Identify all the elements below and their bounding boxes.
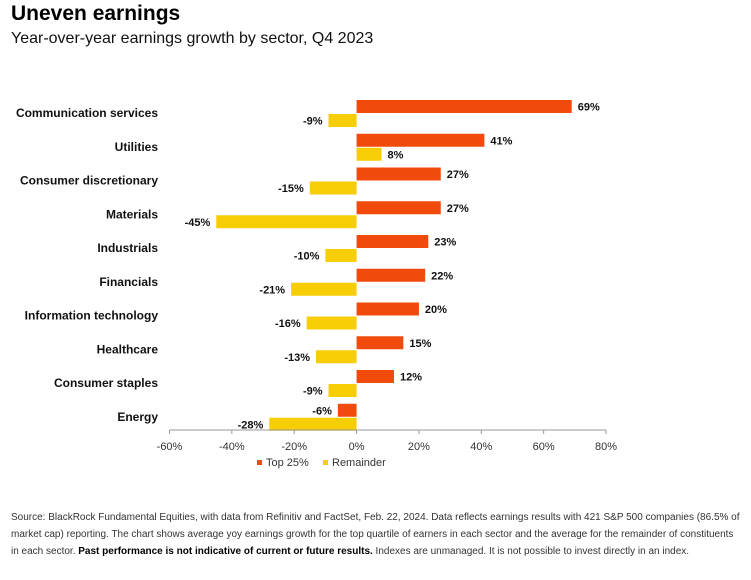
bar-remainder [291, 282, 357, 296]
category-label: Information technology [25, 309, 159, 323]
page-title: Uneven earnings [11, 2, 181, 25]
earnings-bar-chart: Communication services 69% -9% Utilities 41%… [16, 100, 617, 469]
data-label: -9% [303, 386, 323, 398]
category-label: Consumer discretionary [20, 174, 158, 188]
bar-top25 [356, 370, 394, 383]
x-tick-label: -60% [157, 441, 183, 453]
category-label: Healthcare [97, 342, 159, 356]
page-subtitle: Year-over-year earnings growth by sector… [11, 30, 374, 47]
bar-remainder [356, 147, 382, 161]
bar-top25 [356, 100, 572, 113]
source-text-end: Indexes are unmanaged. It is not possibl… [372, 546, 690, 557]
bar-remainder [306, 316, 357, 330]
bar-remainder [216, 215, 357, 229]
category-label: Energy [117, 410, 158, 424]
category-label: Industrials [97, 241, 158, 255]
bar-remainder [316, 350, 357, 364]
bar-top25 [337, 403, 357, 417]
source-text: Source: BlackRock Fundamental Equities, … [11, 512, 740, 557]
bar-top25 [356, 268, 426, 282]
bar-remainder [309, 181, 357, 195]
x-tick-label: 40% [470, 441, 492, 453]
data-label: -10% [294, 251, 320, 263]
bar-top25 [356, 167, 441, 181]
legend-label-top25: Top 25% [266, 457, 309, 469]
legend-swatch-top25 [257, 460, 262, 465]
legend-swatch-remainder [323, 460, 328, 465]
data-label: 15% [409, 338, 431, 350]
data-label: 69% [578, 102, 600, 114]
data-label: -28% [238, 419, 264, 431]
data-label: -6% [312, 405, 332, 417]
bar-remainder [325, 249, 357, 262]
data-label: 20% [425, 304, 447, 316]
bar-top25 [356, 336, 404, 350]
data-label: 27% [447, 203, 469, 215]
data-label: 22% [431, 270, 453, 282]
bar-top25 [356, 302, 419, 316]
data-label: 23% [434, 237, 456, 249]
category-label: Communication services [16, 106, 158, 120]
performance-disclaimer: Past performance is not indicative of cu… [78, 546, 373, 557]
data-label: -9% [303, 116, 323, 128]
data-label: -15% [278, 183, 304, 195]
data-label: -16% [275, 318, 301, 330]
category-label: Consumer staples [54, 376, 158, 390]
x-tick-label: -40% [219, 441, 245, 453]
bar-top25 [356, 235, 429, 248]
x-tick-label: 20% [408, 441, 430, 453]
data-label: 12% [400, 372, 422, 384]
bar-remainder [328, 384, 357, 397]
x-tick-label: -20% [281, 441, 307, 453]
category-label: Materials [106, 207, 158, 221]
data-label: 27% [447, 169, 469, 181]
source-note: Source: BlackRock Fundamental Equities, … [11, 509, 741, 560]
category-label: Utilities [115, 140, 159, 154]
data-label: -13% [284, 352, 310, 364]
data-label: 8% [388, 149, 404, 161]
bar-remainder [328, 114, 357, 127]
bar-remainder [269, 417, 357, 431]
category-label: Financials [99, 275, 158, 289]
bar-top25 [356, 201, 441, 215]
x-tick-label: 0% [349, 441, 365, 453]
data-label: -45% [185, 217, 211, 229]
data-label: 41% [490, 135, 512, 147]
legend-label-remainder: Remainder [332, 457, 386, 469]
x-tick-label: 80% [595, 441, 617, 453]
bar-top25 [356, 133, 485, 147]
data-label: -21% [259, 284, 285, 296]
x-tick-label: 60% [533, 441, 555, 453]
